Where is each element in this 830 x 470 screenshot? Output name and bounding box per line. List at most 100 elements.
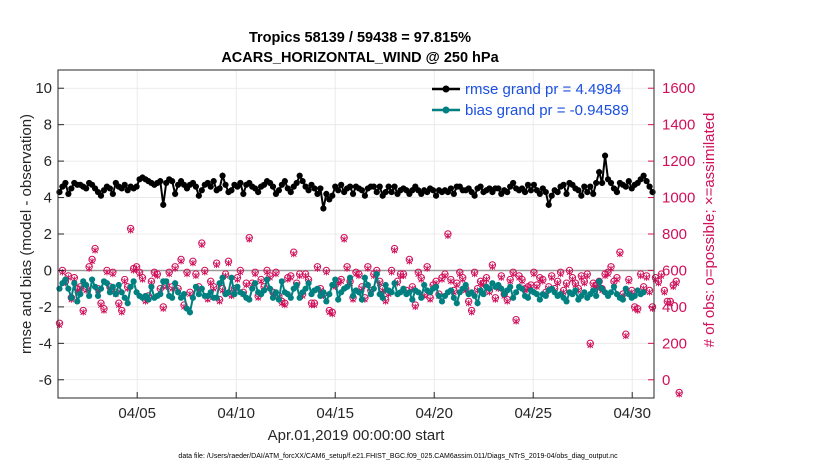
rmse-point: [385, 183, 392, 190]
bias-point: [198, 285, 205, 292]
bias-point: [121, 294, 128, 301]
bias-point: [186, 309, 194, 316]
obs-assimilated-marker: [192, 272, 199, 280]
obs-assimilated-marker: [602, 272, 608, 280]
rmse-point: [548, 192, 555, 199]
bias-point: [344, 283, 351, 290]
rmse-point: [133, 183, 140, 190]
obs-assimilated-marker: [513, 318, 520, 325]
bias-point: [418, 294, 425, 301]
obs-assimilated-marker: [616, 250, 623, 258]
y-tick-label-left: 4: [44, 190, 52, 207]
chart-title-line2: ACARS_HORIZONTAL_WIND @ 250 hPa: [221, 50, 499, 66]
bias-point: [581, 289, 588, 296]
rmse-point: [510, 179, 517, 187]
bias-point: [169, 294, 176, 301]
bias-point: [278, 278, 285, 285]
obs-assimilated-marker: [326, 309, 333, 316]
x-tick-label: 04/10: [217, 405, 255, 422]
bias-point: [507, 283, 514, 290]
y-tick-label-left: 8: [44, 117, 52, 134]
bias-point: [450, 294, 457, 301]
bias-point: [106, 289, 113, 296]
bias-point: [127, 283, 134, 290]
bias-point: [421, 281, 428, 289]
y-tick-label-right: 600: [662, 262, 687, 279]
obs-assimilated-marker: [622, 332, 629, 340]
bias-point: [367, 291, 374, 298]
rmse-point: [560, 181, 567, 188]
rmse-point: [373, 188, 380, 196]
rmse-point: [376, 183, 383, 190]
bias-point: [335, 296, 342, 303]
bias-point: [77, 291, 84, 298]
rmse-point: [587, 183, 594, 190]
bias-point: [607, 289, 615, 296]
rmse-point: [596, 168, 603, 176]
obs-assimilated-marker: [507, 278, 514, 285]
bias-point: [272, 289, 280, 296]
rmse-point: [269, 183, 277, 190]
rmse-point: [65, 190, 72, 198]
bias-point: [349, 292, 357, 300]
bias-point: [65, 285, 72, 292]
obs-assimilated-marker: [201, 269, 208, 276]
rmse-point: [293, 179, 300, 187]
bias-point: [216, 280, 223, 287]
rmse-point: [346, 183, 354, 190]
bias-point: [524, 294, 532, 301]
bias-point: [631, 292, 638, 300]
obs-assimilated-marker: [554, 280, 561, 287]
bias-point: [346, 274, 354, 281]
rmse-point: [575, 187, 582, 194]
bias-point: [474, 300, 481, 307]
bias-point: [207, 289, 214, 296]
rmse-point: [62, 179, 69, 187]
obs-assimilated-marker: [323, 269, 330, 276]
rmse-point: [447, 185, 454, 192]
left-axis-ticks: -6 -4 -2 0 2 4 6 8 10: [35, 80, 64, 389]
obs-assimilated-marker: [424, 265, 431, 272]
obs-assimilated-marker: [670, 283, 677, 291]
bias-point: [246, 296, 253, 303]
obs-assimilated-marker: [172, 265, 179, 272]
bias-point: [593, 292, 600, 300]
obs-assimilated-marker: [578, 274, 585, 281]
obs-assimilated-marker: [290, 250, 297, 258]
rmse-point: [471, 192, 478, 199]
obs-assimilated-marker: [139, 276, 146, 283]
obs-assimilated-marker: [489, 263, 496, 270]
rmse-point: [643, 178, 650, 185]
y-tick-label-right: 1000: [662, 190, 695, 207]
bias-point: [320, 289, 327, 296]
obs-assimilated-marker: [445, 232, 451, 240]
obs-assimilated-marker: [86, 265, 93, 272]
obs-assimilated-marker: [510, 270, 517, 278]
bias-point: [234, 283, 241, 290]
obs-assimilated-marker: [80, 309, 87, 316]
rmse-point: [545, 201, 552, 208]
bias-point: [112, 291, 119, 298]
obs-assimilated-marker: [225, 259, 232, 267]
rmse-point: [109, 190, 116, 198]
rmse-point: [432, 192, 440, 199]
obs-assimilated-marker: [566, 269, 573, 276]
bias-point: [326, 291, 333, 298]
bias-point: [145, 296, 152, 303]
bias-point: [435, 292, 443, 300]
bias-point: [518, 285, 526, 292]
bias-point: [323, 298, 330, 305]
bias-point: [103, 280, 111, 287]
rmse-point: [335, 187, 342, 194]
obs-assimilated-marker: [418, 276, 425, 283]
bias-point: [275, 296, 283, 303]
rmse-point: [646, 183, 653, 190]
bias-point: [314, 285, 321, 292]
rmse-point: [275, 187, 283, 194]
rmse-point: [536, 190, 543, 198]
bias-point: [513, 289, 520, 296]
bias-point: [355, 289, 363, 296]
y-tick-label-right: 0: [662, 372, 670, 389]
obs-assimilated-marker: [160, 305, 167, 312]
obs-assimilated-marker: [189, 259, 196, 267]
